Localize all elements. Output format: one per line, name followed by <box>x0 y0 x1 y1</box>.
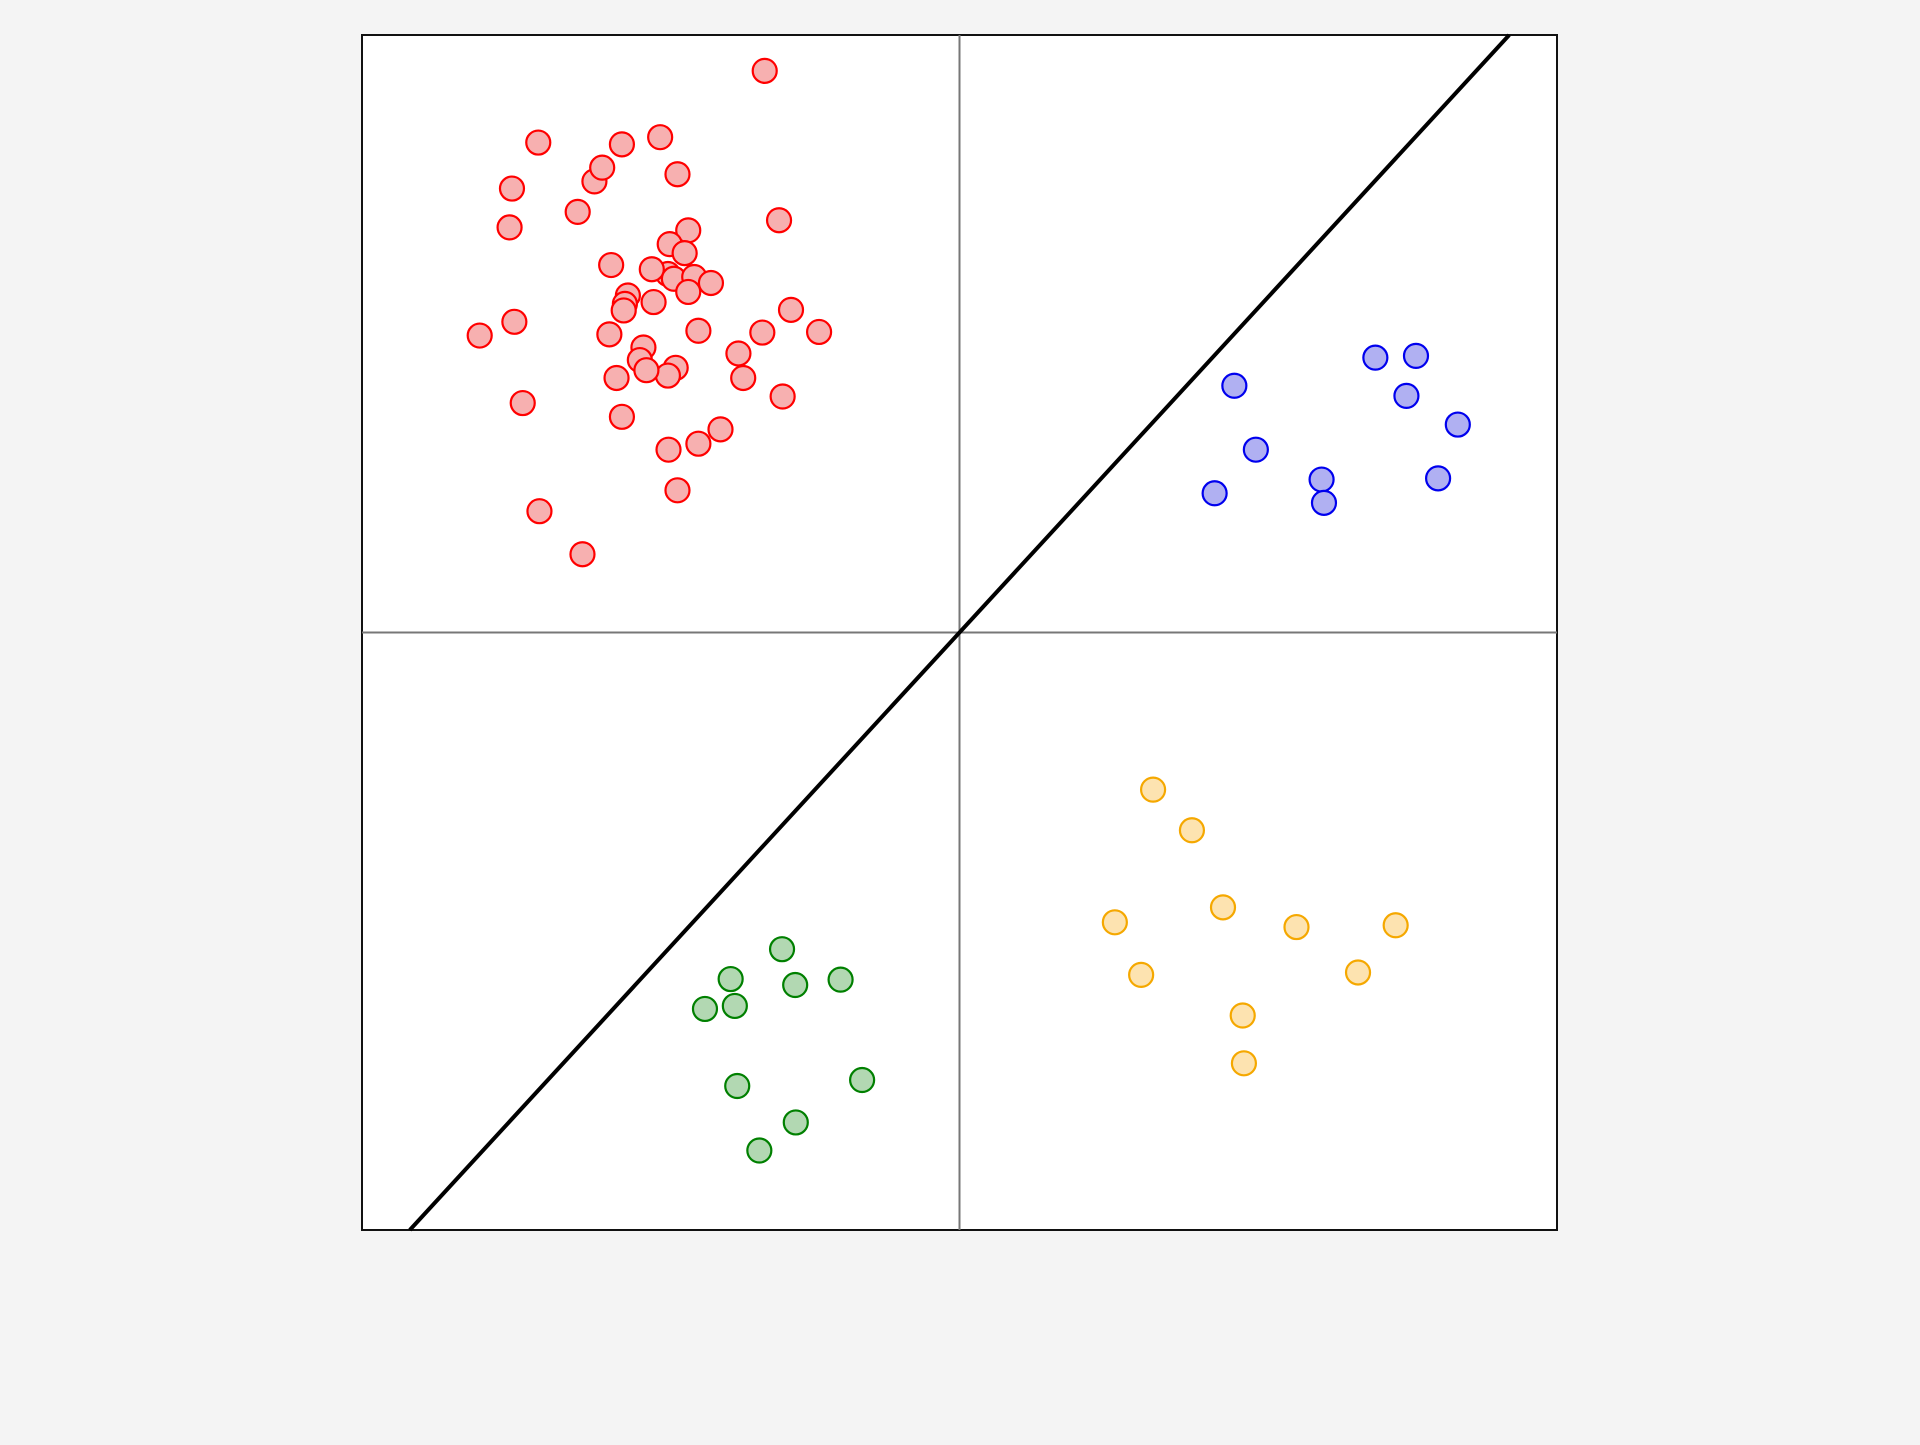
series-0 <box>466 57 833 568</box>
reference-diagonal-line <box>408 33 1511 1232</box>
data-point <box>1444 411 1471 438</box>
data-point <box>697 269 725 297</box>
series-1 <box>1201 342 1471 516</box>
data-point <box>1101 909 1128 936</box>
data-point <box>526 498 553 525</box>
data-point <box>498 175 526 202</box>
data-point <box>1242 436 1269 463</box>
data-point <box>1382 912 1409 939</box>
series-2 <box>1101 776 1409 1077</box>
data-point <box>1308 466 1335 493</box>
data-point <box>782 971 809 999</box>
data-point <box>640 288 667 316</box>
data-point <box>664 161 691 188</box>
data-point <box>671 239 698 267</box>
data-point <box>564 198 591 225</box>
data-point <box>1178 817 1206 844</box>
data-point <box>596 321 623 348</box>
data-point <box>685 317 712 344</box>
data-point <box>638 256 665 283</box>
data-point <box>501 308 528 335</box>
data-point <box>608 131 636 158</box>
data-point <box>691 995 719 1023</box>
data-point <box>1229 1002 1256 1029</box>
data-point <box>1209 894 1237 921</box>
data-point <box>466 322 493 349</box>
data-point <box>769 383 796 410</box>
data-point <box>664 477 691 504</box>
data-point <box>589 154 616 181</box>
data-point <box>569 541 596 568</box>
data-point <box>1201 480 1228 507</box>
data-point <box>777 296 805 323</box>
data-point <box>1344 959 1372 986</box>
data-point <box>1310 489 1338 516</box>
data-point <box>603 364 630 392</box>
data-point <box>1283 913 1310 941</box>
data-point <box>827 966 854 993</box>
data-point <box>608 403 636 430</box>
data-point <box>1424 465 1452 492</box>
data-point <box>805 318 833 346</box>
data-point <box>598 251 625 279</box>
data-point <box>525 129 552 156</box>
data-point <box>654 362 682 389</box>
data-point <box>725 340 752 367</box>
data-point <box>751 57 778 84</box>
data-point <box>849 1066 876 1094</box>
data-point <box>717 965 744 993</box>
data-point <box>1128 961 1155 988</box>
data-point <box>730 364 757 392</box>
data-point <box>647 124 674 151</box>
data-point <box>509 389 536 417</box>
points-layer <box>466 57 1471 1164</box>
data-point <box>1221 372 1248 399</box>
data-point <box>749 319 776 346</box>
data-point <box>724 1072 751 1100</box>
data-point <box>496 214 523 241</box>
data-point <box>1393 382 1420 409</box>
data-point <box>675 278 702 306</box>
data-point <box>765 207 793 234</box>
data-point <box>685 430 712 457</box>
data-point <box>782 1109 809 1136</box>
data-point <box>633 357 660 384</box>
data-point <box>1230 1050 1258 1077</box>
data-point <box>746 1137 773 1164</box>
data-point <box>655 436 682 463</box>
data-point <box>1402 342 1430 369</box>
data-point <box>721 992 748 1020</box>
data-point <box>610 297 637 324</box>
data-point <box>1362 344 1389 371</box>
data-point <box>707 416 734 443</box>
data-point <box>768 936 796 963</box>
data-point <box>1139 776 1167 803</box>
series-3 <box>691 936 876 1164</box>
